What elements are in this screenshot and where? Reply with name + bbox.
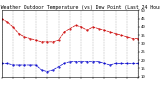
Title: Milwaukee Weather Outdoor Temperature (vs) Dew Point (Last 24 Hours): Milwaukee Weather Outdoor Temperature (v… xyxy=(0,5,160,10)
